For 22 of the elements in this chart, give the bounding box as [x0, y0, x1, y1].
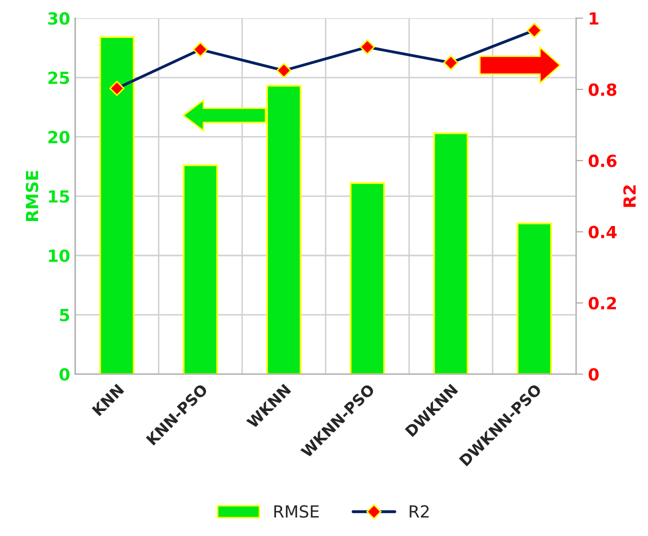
bar — [516, 222, 552, 374]
y-tick-label: 5 — [60, 308, 70, 322]
y2-tick-label: 0.6 — [588, 154, 617, 168]
y2-tick-label: 0 — [588, 368, 599, 381]
y-axis-title: RMSE — [26, 170, 38, 222]
y-tick-label: 10 — [48, 249, 70, 262]
bar — [99, 36, 134, 374]
legend-label: RMSE — [274, 505, 319, 518]
y-tick-label: 30 — [48, 12, 70, 25]
y2-tick-label: 1 — [590, 12, 598, 25]
y-tick-label: 25 — [48, 72, 70, 84]
y-tick-label: 0 — [60, 368, 70, 381]
bar — [433, 132, 468, 374]
y2-axis-title: R2 — [623, 185, 636, 207]
y2-tick-label: 0.2 — [588, 296, 616, 310]
y-tick-label: 15 — [48, 190, 70, 203]
y2-tick-label: 0.8 — [588, 83, 616, 96]
bar — [182, 164, 218, 374]
y-tick-label: 20 — [48, 130, 70, 144]
y2-tick-label: 0.4 — [588, 226, 617, 238]
bar — [350, 182, 385, 374]
legend-label: R2 — [410, 505, 429, 518]
